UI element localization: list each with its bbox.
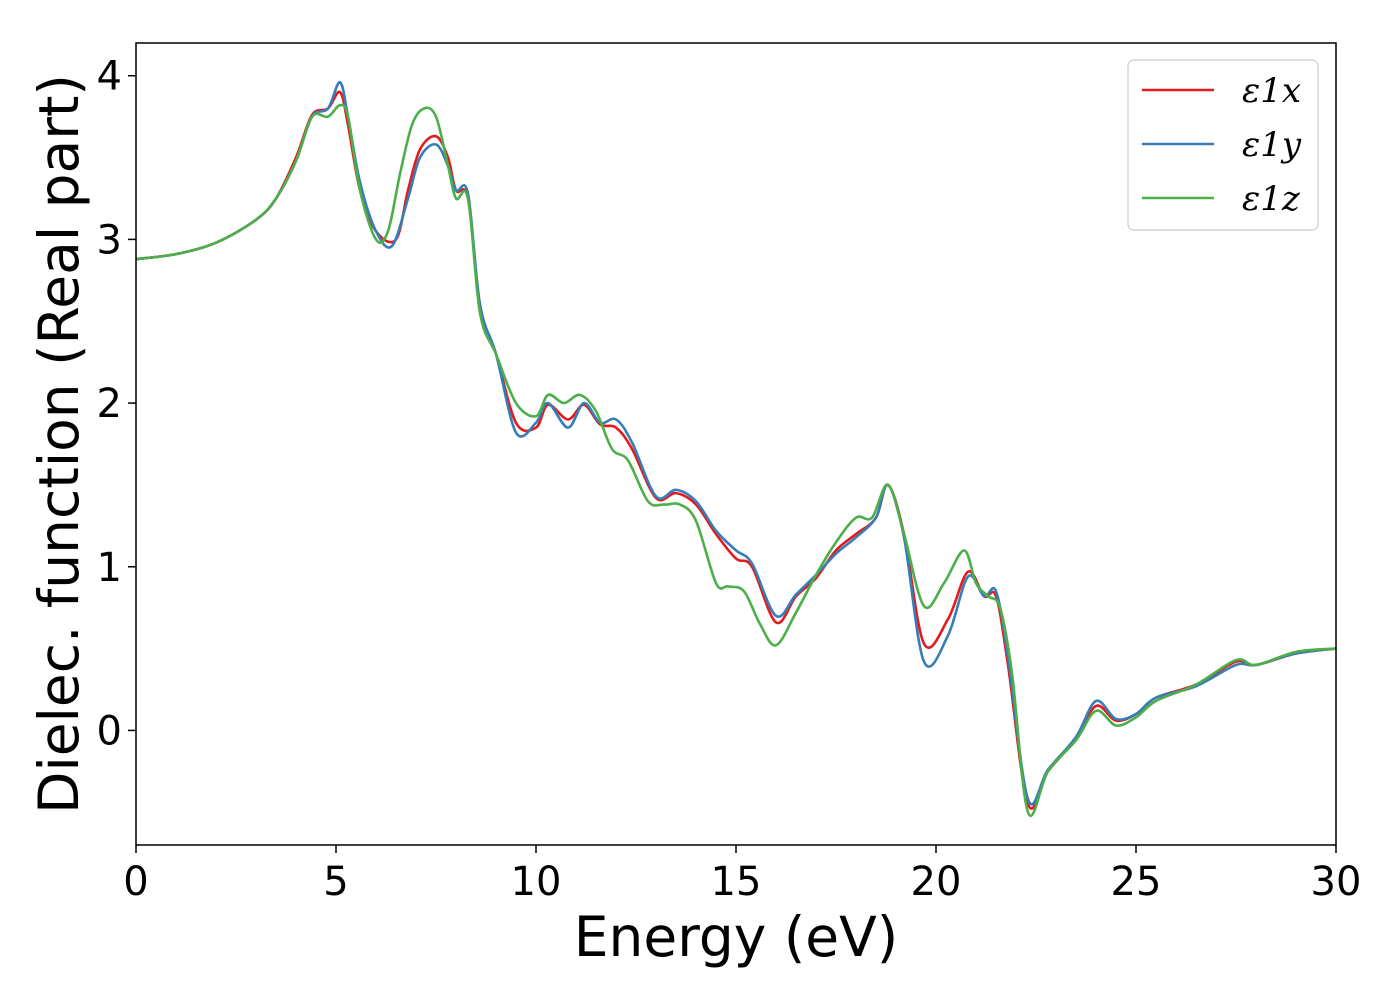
x-tick-label: 25 xyxy=(1111,859,1162,905)
x-tick-label: 30 xyxy=(1311,859,1362,905)
legend-label: ε1z xyxy=(1242,179,1301,219)
legend: ε1x ε1y ε1z xyxy=(1127,59,1319,231)
y-tick-label: 2 xyxy=(97,381,122,427)
legend-frame xyxy=(1127,59,1319,231)
y-tick-label: 1 xyxy=(97,545,122,591)
x-tick-label: 5 xyxy=(323,859,348,905)
y-tick-label: 0 xyxy=(97,708,122,754)
y-axis-label: Dielec. function (Real part) xyxy=(27,74,91,814)
series-line-3 xyxy=(136,103,1336,817)
legend-label: ε1x xyxy=(1242,71,1301,111)
x-axis-label: Energy (eV) xyxy=(574,905,898,969)
x-tick-label: 20 xyxy=(911,859,962,905)
y-tick-label: 3 xyxy=(97,217,122,263)
legend-label: ε1y xyxy=(1242,125,1302,165)
y-tick-label: 4 xyxy=(97,54,122,100)
x-tick-label: 15 xyxy=(711,859,762,905)
x-tick-label: 0 xyxy=(123,859,148,905)
x-tick-label: 10 xyxy=(511,859,562,905)
x-axis: 0 5 10 15 20 25 30 xyxy=(123,845,1361,905)
y-axis: 0 1 2 3 4 xyxy=(97,54,136,754)
series-layer xyxy=(136,80,1336,817)
